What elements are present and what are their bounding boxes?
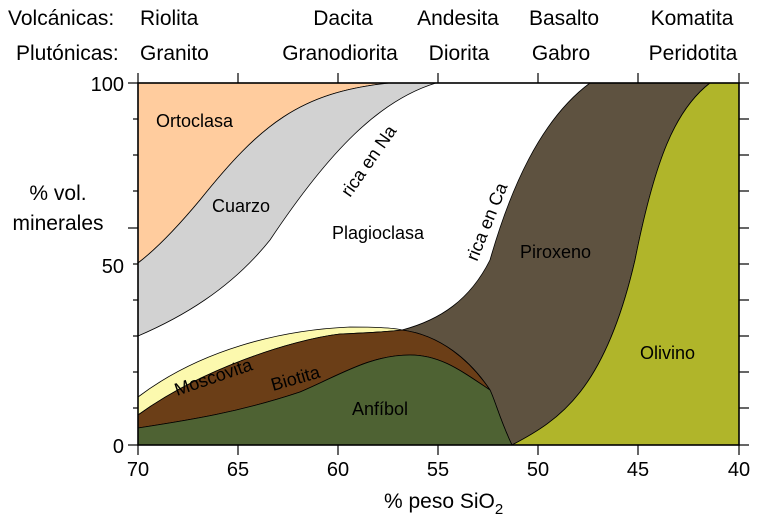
x-axis-label: % peso SiO2	[384, 490, 503, 518]
plutonic-rock-peridotita: Peridotita	[649, 42, 738, 65]
label-plagioclasa: Plagioclasa	[332, 223, 425, 243]
volcanic-row-label: Volcánicas:	[8, 7, 114, 30]
x-axis-ticks	[137, 73, 740, 455]
x-tick-40: 40	[728, 459, 750, 481]
volcanic-rock-komatita: Komatita	[651, 7, 734, 30]
x-tick-70: 70	[127, 459, 149, 481]
label-ortoclasa: Ortoclasa	[156, 111, 234, 131]
anfibol-region	[137, 354, 513, 446]
x-tick-50: 50	[527, 459, 549, 481]
label-piroxeno: Piroxeno	[520, 242, 591, 262]
label-cuarzo: Cuarzo	[212, 196, 270, 216]
y-tick-100: 100	[91, 74, 124, 96]
x-axis-label-text: % peso SiO	[384, 490, 495, 513]
x-tick-60: 60	[327, 459, 349, 481]
x-tick-45: 45	[627, 459, 649, 481]
label-olivino: Olivino	[640, 343, 695, 363]
volcanic-rock-basalto: Basalto	[529, 7, 599, 30]
olivino-region	[511, 82, 740, 446]
cuarzo-region	[137, 82, 437, 337]
y-tick-0: 0	[113, 436, 124, 458]
y-axis-label-line2: minerales	[12, 212, 103, 235]
x-axis-label-subscript: 2	[495, 501, 503, 518]
plutonic-rock-diorita: Diorita	[429, 42, 490, 65]
volcanic-rock-riolita: Riolita	[140, 7, 199, 30]
y-axis-ticks	[128, 82, 749, 446]
plutonic-row-label: Plutónicas:	[16, 42, 119, 65]
volcanic-rock-dacita: Dacita	[313, 7, 373, 30]
label-anfibol: Anfíbol	[352, 399, 408, 419]
plutonic-rock-granito: Granito	[140, 42, 209, 65]
plutonic-rock-gabro: Gabro	[532, 42, 590, 65]
x-tick-55: 55	[427, 459, 449, 481]
y-tick-50: 50	[102, 256, 124, 278]
plutonic-rock-granodiorita: Granodiorita	[282, 42, 398, 65]
y-axis-label-line1: % vol.	[29, 182, 86, 205]
volcanic-rock-andesita: Andesita	[417, 7, 499, 30]
x-tick-65: 65	[227, 459, 249, 481]
